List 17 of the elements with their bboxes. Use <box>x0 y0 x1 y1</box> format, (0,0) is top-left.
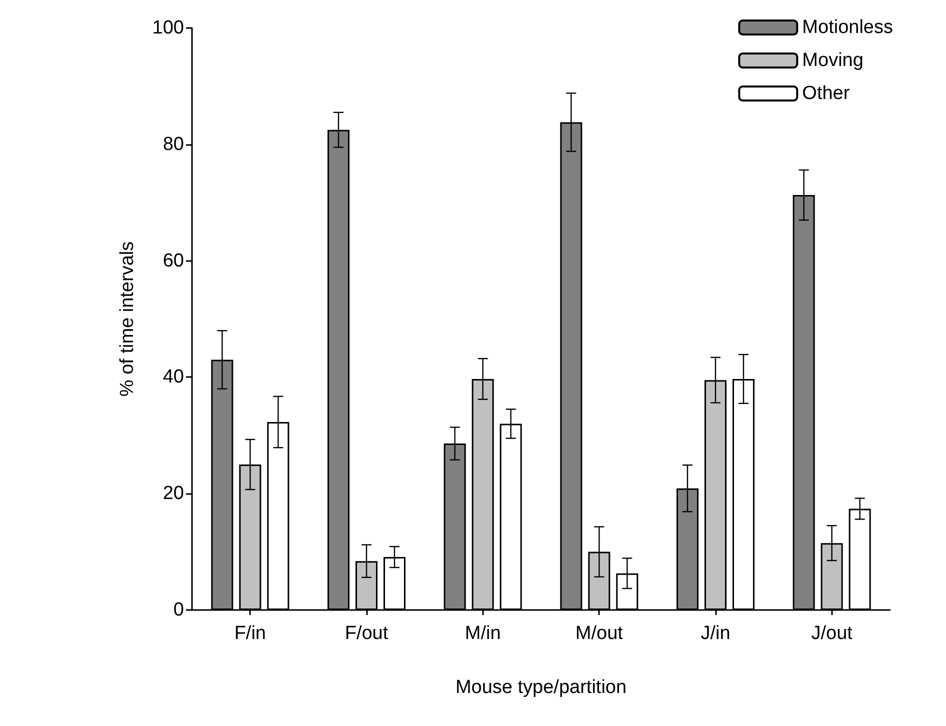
x-axis-title: Mouse type/partition <box>455 677 627 698</box>
y-tick-label: 100 <box>152 18 184 38</box>
legend-label: Motionless <box>802 17 894 38</box>
x-tick-label: M/out <box>575 623 624 644</box>
x-tick-label: F/in <box>234 623 266 644</box>
x-tick-label: F/out <box>344 623 389 644</box>
y-tick-label: 80 <box>162 134 184 155</box>
y-tick-label: 40 <box>162 366 184 388</box>
y-tick-label: 60 <box>162 250 184 272</box>
x-tick-label: J/in <box>700 623 730 644</box>
legend-label: Moving <box>802 50 864 71</box>
y-tick-label: 0 <box>173 600 184 620</box>
x-tick-label: J/out <box>811 623 854 644</box>
legend-label: Other <box>802 83 850 104</box>
y-axis-title: % of time intervals <box>117 241 138 397</box>
y-tick-label: 20 <box>162 483 184 504</box>
x-tick-label: M/in <box>464 623 501 644</box>
